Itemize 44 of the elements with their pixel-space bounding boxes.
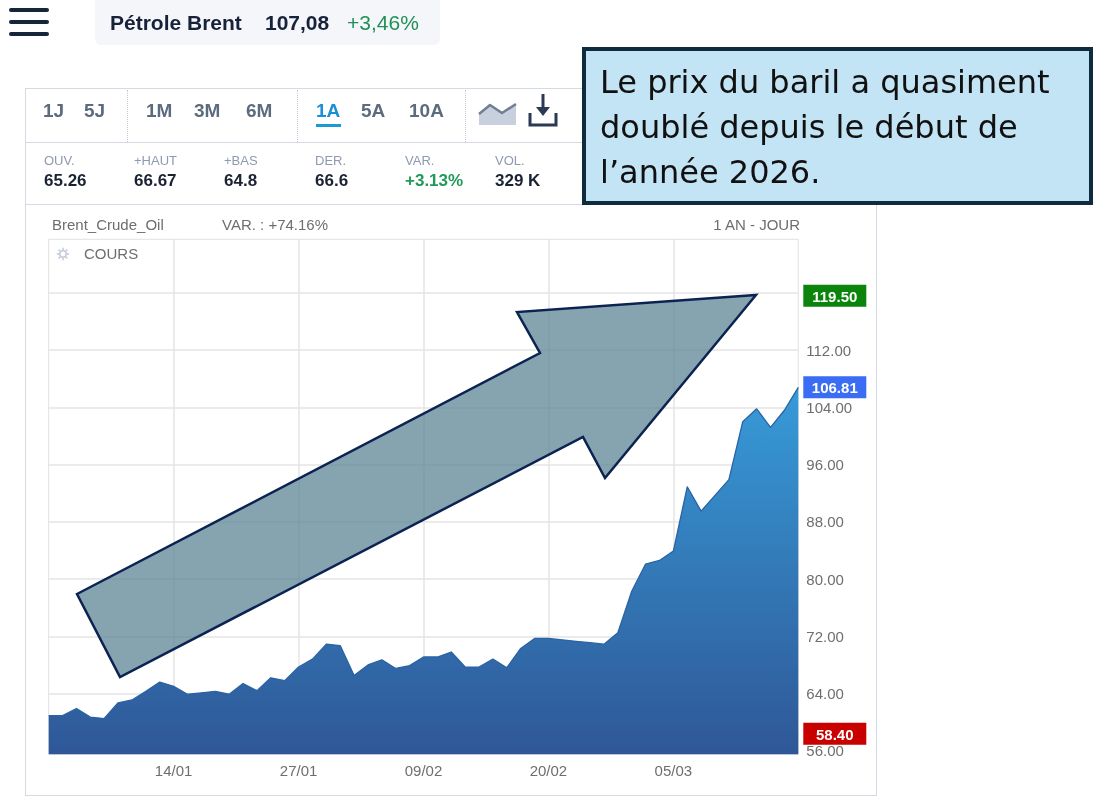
text: Le prix du baril a quasiment doublé depuis le début de l’année 2026. [582, 47, 1093, 205]
text: VAR. [405, 153, 435, 168]
text: 58.40 [816, 725, 854, 743]
data-label: 106.81 [811, 379, 858, 397]
x-tick-label: 20/02 [529, 762, 568, 780]
text: 1A [316, 100, 341, 122]
text: VAR. : +74.16% [222, 216, 329, 233]
text: 6M [246, 100, 273, 122]
text: 66.67 [134, 171, 177, 191]
text: 5A [361, 100, 386, 122]
y-tick-label: 88.00 [806, 513, 844, 531]
text: 65.26 [44, 171, 87, 191]
text: +HAUT [134, 153, 177, 168]
text: DER. [315, 153, 347, 168]
text: +3.13% [405, 171, 464, 191]
text: 1 AN - JOUR [713, 216, 800, 233]
y-tick-label: 72.00 [806, 627, 844, 645]
text: 1M [146, 100, 173, 122]
text: 107,08 [265, 11, 330, 35]
text: 329 K [495, 171, 541, 191]
chart-title: Pétrole Brent [110, 11, 242, 35]
y-tick-label: 96.00 [806, 456, 844, 474]
x-tick-label: 27/01 [279, 762, 318, 780]
text: VOL. [495, 153, 525, 168]
text: 64.8 [224, 171, 258, 191]
text: OUV. [44, 153, 75, 168]
y-tick-label: 64.00 [806, 685, 844, 702]
text: +BAS [224, 153, 258, 168]
x-tick-label: 14/01 [154, 762, 193, 780]
text: +3,46% [347, 11, 419, 35]
text: 5J [84, 100, 106, 122]
y-tick-label: 80.00 [806, 570, 844, 588]
y-tick-label: 112.00 [806, 341, 852, 359]
text: 119.50 [812, 287, 858, 305]
text: 1J [43, 100, 65, 122]
y-tick-label: 56.00 [806, 742, 844, 760]
text: 66.6 [315, 171, 349, 191]
text: 10A [409, 100, 444, 122]
y-tick-label: 104.00 [806, 398, 853, 416]
annotation: COURS [84, 245, 139, 262]
chart-subtitle: Brent_Crude_Oil [52, 216, 164, 233]
x-tick-label: 05/03 [654, 762, 693, 780]
x-tick-label: 09/02 [404, 762, 443, 780]
text: 3M [194, 100, 221, 122]
